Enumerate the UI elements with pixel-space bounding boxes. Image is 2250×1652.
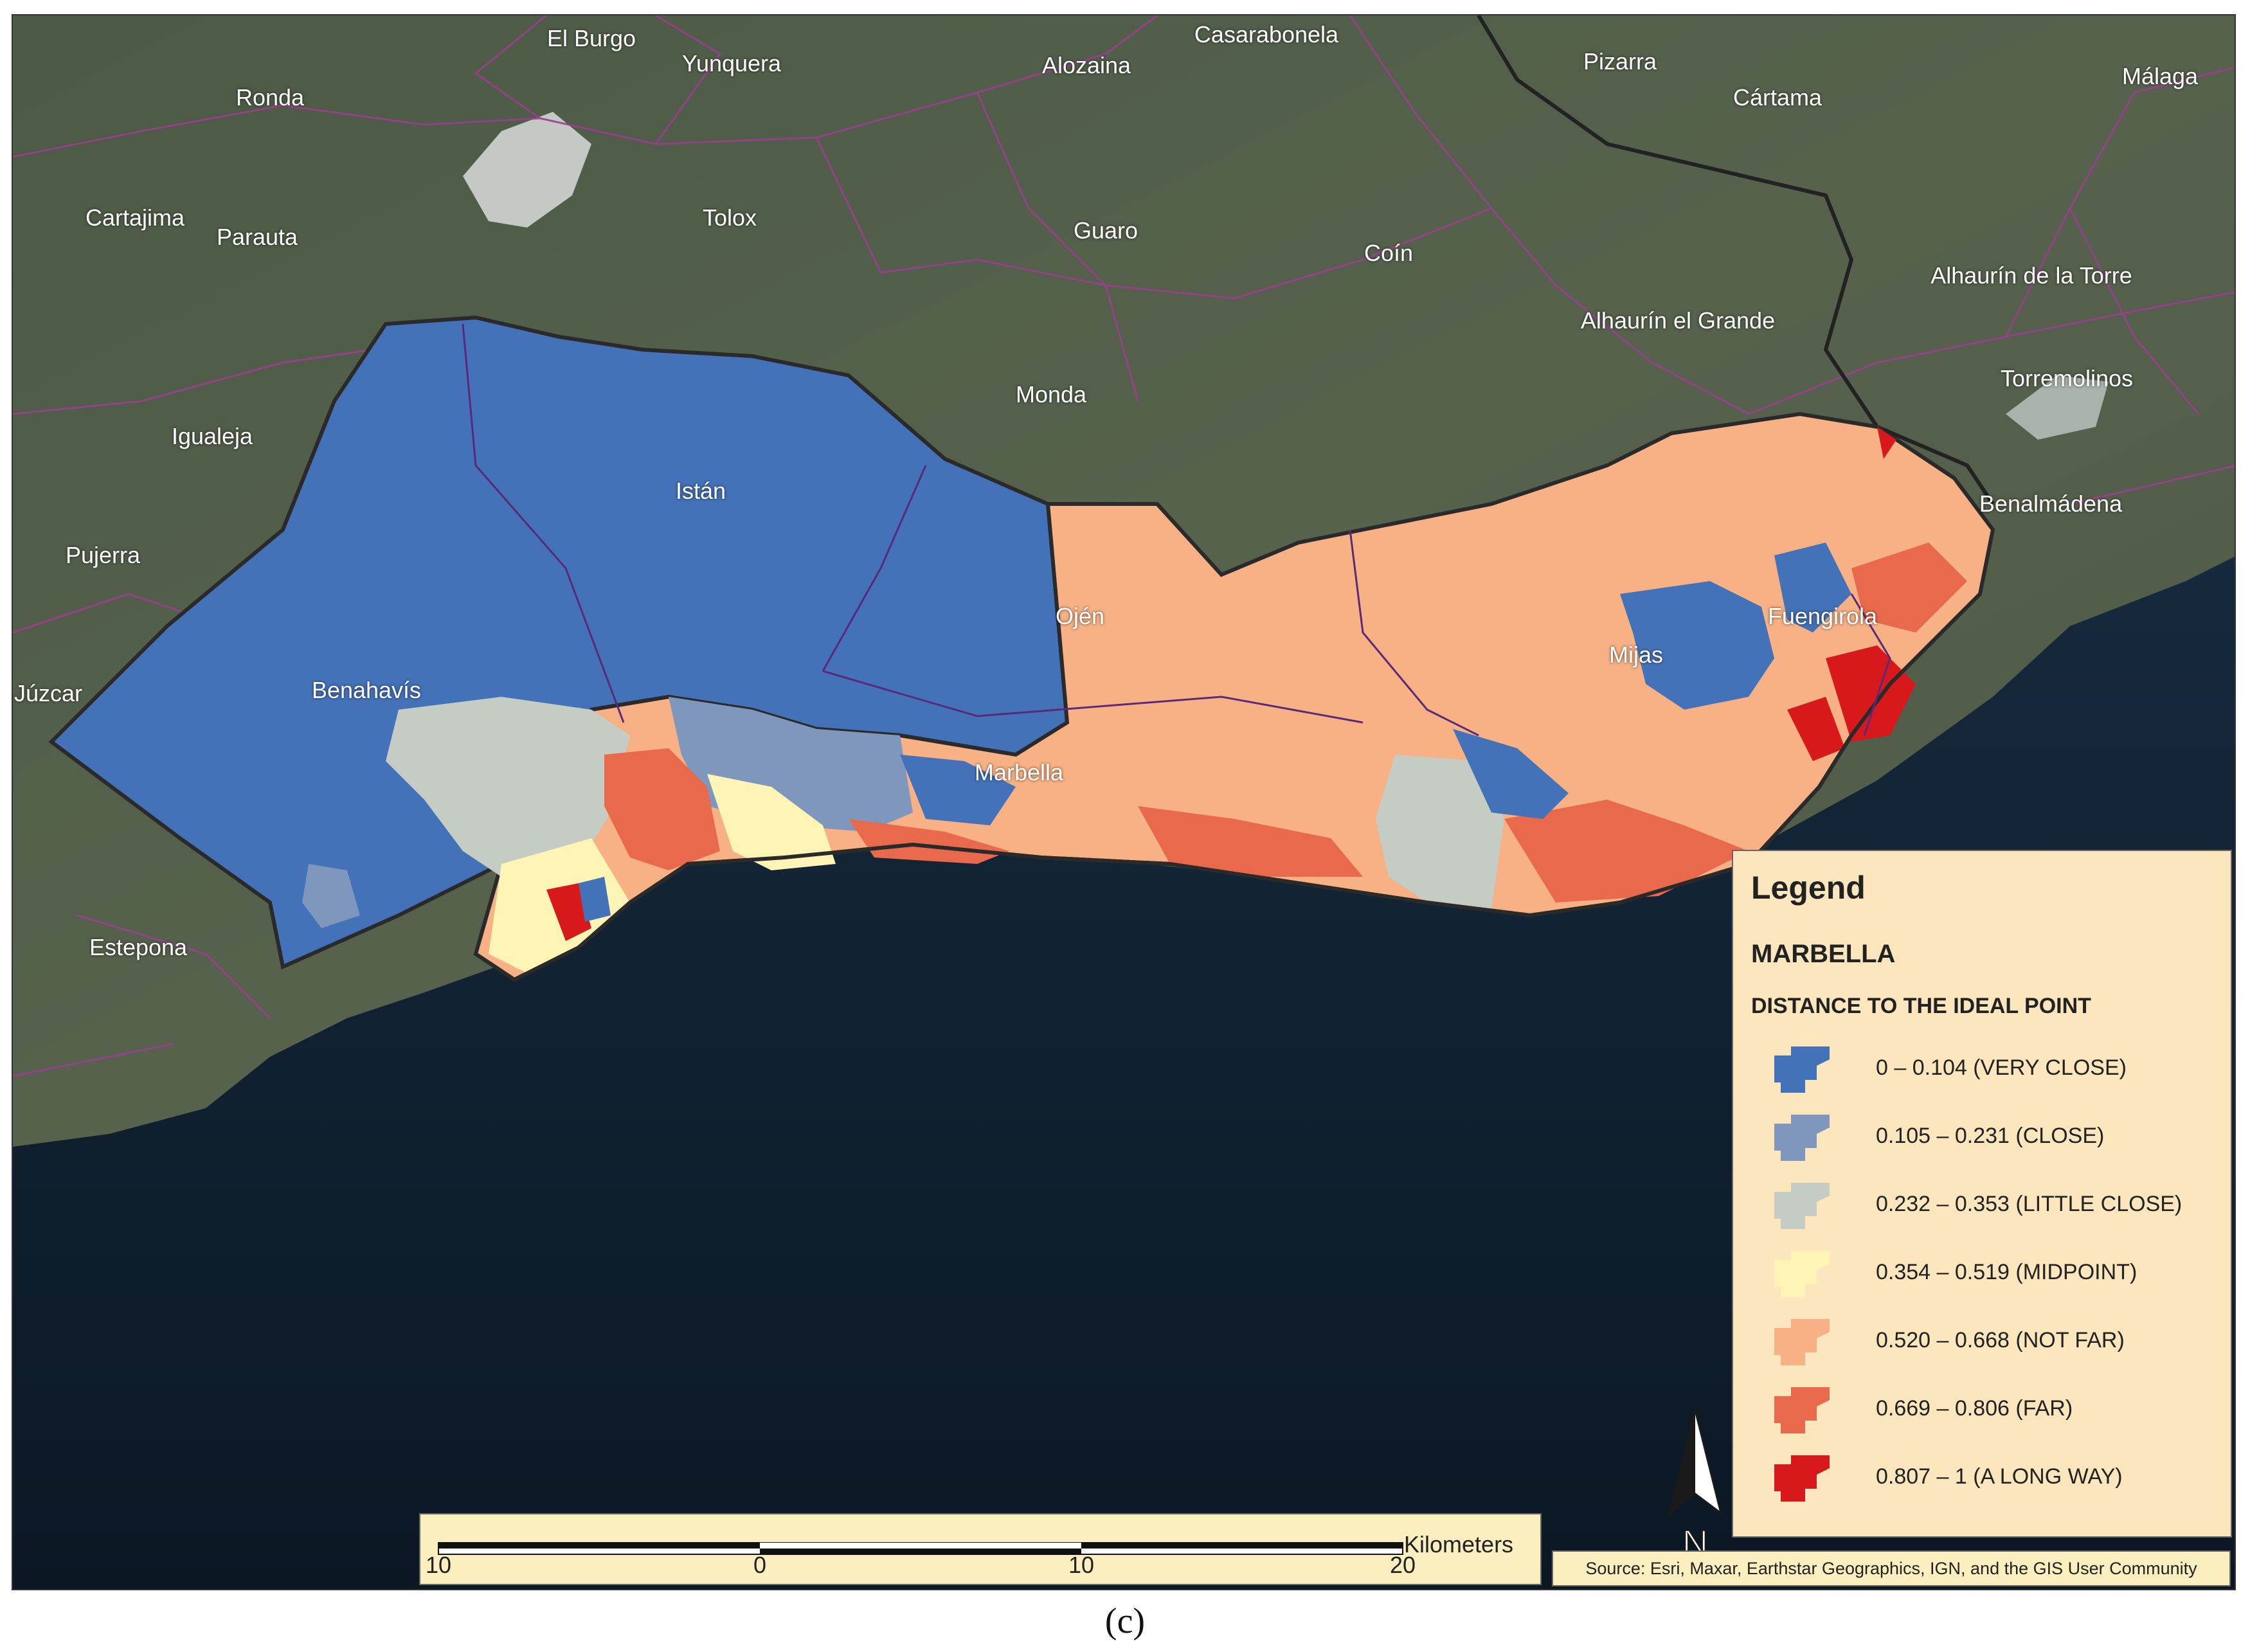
scale-tick: 10 xyxy=(425,1552,452,1578)
legend-item-label: 0.105 – 0.231 (CLOSE) xyxy=(1876,1124,2105,1148)
scale-bar: 10 0 10 20 Kilometers xyxy=(419,1513,1542,1585)
place-label-fuengirola: Fuengirola xyxy=(1767,603,1878,629)
north-arrow: N xyxy=(1660,1404,1731,1565)
place-label-estepona: Estepona xyxy=(89,934,188,960)
place-label-cartama: Cártama xyxy=(1733,84,1823,111)
legend-swatch xyxy=(1774,1251,1830,1297)
legend-swatch xyxy=(1774,1455,1830,1502)
study-internal-boundaries xyxy=(462,323,1891,737)
legend-item: 0.669 – 0.806 (FAR) xyxy=(1772,1385,2222,1436)
legend-swatch xyxy=(1774,1387,1830,1433)
place-label-tolox: Tolox xyxy=(702,204,757,231)
place-label-malaga: Málaga xyxy=(2121,63,2199,89)
choropleth-classes xyxy=(302,427,1967,973)
municipal-boundaries xyxy=(13,15,2235,1077)
place-label-juzcar: Júzcar xyxy=(14,680,83,706)
province-boundary xyxy=(1477,15,1995,505)
legend-swatch xyxy=(1774,1183,1830,1229)
place-label-benahavis: Benahavís xyxy=(311,677,422,703)
scale-tick: 0 xyxy=(753,1552,767,1578)
place-label-pizarra: Pizarra xyxy=(1583,48,1657,75)
place-label-coin: Coín xyxy=(1364,240,1414,266)
legend-item-label: 0.354 – 0.519 (MIDPOINT) xyxy=(1876,1260,2138,1284)
scale-tick: 20 xyxy=(1389,1552,1416,1578)
coastline xyxy=(474,592,1982,982)
snow-patch xyxy=(2006,375,2109,440)
snow-patch xyxy=(463,112,591,228)
scale-unit: Kilometers xyxy=(1404,1531,1514,1558)
place-label-pujerra: Pujerra xyxy=(65,542,141,568)
scale-tick: 10 xyxy=(1068,1552,1095,1578)
legend-item: 0 – 0.104 (VERY CLOSE) xyxy=(1772,1044,2222,1095)
legend-item: 0.105 – 0.231 (CLOSE) xyxy=(1772,1112,2222,1163)
legend-title: Legend xyxy=(1751,870,1866,906)
source-attribution: Source: Esri, Maxar, Earthstar Geographi… xyxy=(1552,1550,2231,1586)
place-label-alhaurin-de-la-torre: Alhaurín de la Torre xyxy=(1931,262,2132,289)
place-label-ojen: Ojén xyxy=(1055,603,1105,629)
legend-field-name: DISTANCE TO THE IDEAL POINT xyxy=(1751,994,2091,1018)
legend-item: 0.807 – 1 (A LONG WAY) xyxy=(1772,1453,2222,1504)
place-label-guaro: Guaro xyxy=(1073,217,1138,244)
place-label-el-burgo: El Burgo xyxy=(546,25,636,51)
legend-swatch xyxy=(1774,1115,1830,1161)
place-label-cartajima: Cartajima xyxy=(85,204,185,231)
map-frame: El Burgo Yunquera Alozaina Casarabonela Piza… xyxy=(12,14,2236,1590)
legend-item-label: 0.669 – 0.806 (FAR) xyxy=(1876,1396,2073,1421)
place-label-casarabonela: Casarabonela xyxy=(1194,21,1339,48)
place-label-ronda: Ronda xyxy=(235,84,305,111)
north-arrow-icon: N xyxy=(1668,1410,1723,1563)
figure-caption: (c) xyxy=(1104,1601,1146,1641)
legend-item: 0.520 – 0.668 (NOT FAR) xyxy=(1772,1316,2222,1368)
legend-item: 0.354 – 0.519 (MIDPOINT) xyxy=(1772,1248,2222,1300)
legend-item-label: 0.232 – 0.353 (LITTLE CLOSE) xyxy=(1876,1192,2182,1216)
legend-swatch xyxy=(1774,1046,1830,1093)
place-label-yunquera: Yunquera xyxy=(681,50,782,76)
legend-item-label: 0.807 – 1 (A LONG WAY) xyxy=(1876,1464,2123,1489)
place-label-istan: Istán xyxy=(675,478,726,504)
place-label-mijas: Mijas xyxy=(1608,642,1664,668)
place-label-alhaurin-el-grande: Alhaurín el Grande xyxy=(1580,307,1776,334)
place-label-parauta: Parauta xyxy=(216,224,298,250)
place-label-igualeja: Igualeja xyxy=(171,423,253,449)
place-label-alozaina: Alozaina xyxy=(1041,52,1131,78)
place-label-monda: Monda xyxy=(1015,381,1087,408)
legend-item-label: 0.520 – 0.668 (NOT FAR) xyxy=(1876,1328,2125,1352)
place-label-benalmadena: Benalmádena xyxy=(1979,490,2123,517)
basemap xyxy=(13,15,2235,1589)
legend-layer-name: MARBELLA xyxy=(1751,940,1896,968)
legend-item-label: 0 – 0.104 (VERY CLOSE) xyxy=(1876,1055,2127,1080)
legend-item: 0.232 – 0.353 (LITTLE CLOSE) xyxy=(1772,1180,2222,1232)
place-label-marbella: Marbella xyxy=(974,759,1064,786)
legend: Legend MARBELLA DISTANCE TO THE IDEAL PO… xyxy=(1732,850,2232,1538)
legend-swatch xyxy=(1774,1319,1830,1365)
place-label-torremolinos: Torremolinos xyxy=(2000,365,2134,391)
scale-bar-graphic xyxy=(438,1542,1403,1555)
